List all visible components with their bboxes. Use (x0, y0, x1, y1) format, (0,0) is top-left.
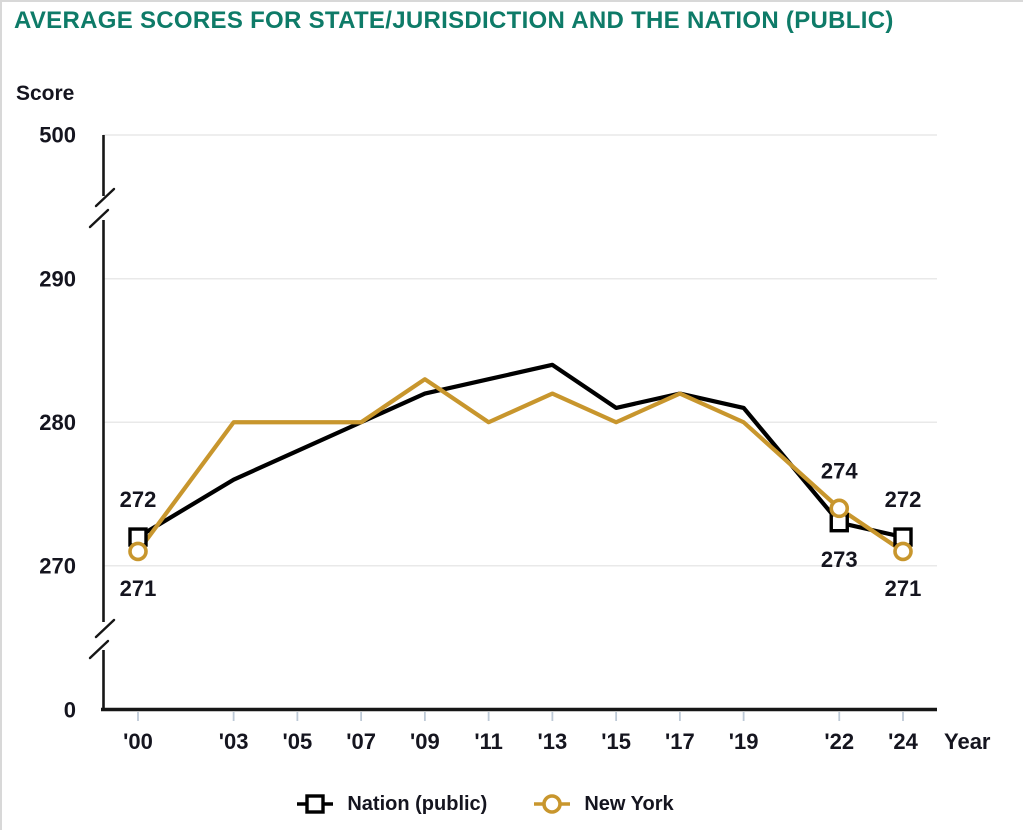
point-label-nation-public-2000: 272 (120, 487, 157, 512)
point-label-nation-public-2024: 272 (885, 487, 922, 512)
x-tick-label: '00 (123, 729, 153, 754)
legend-label-new-york: New York (584, 792, 674, 815)
x-tick-label: '24 (888, 729, 918, 754)
x-tick-label: '11 (474, 729, 503, 754)
x-axis-title: Year (944, 729, 991, 754)
window-border-top (0, 0, 1023, 2)
x-tick-label: '07 (346, 729, 376, 754)
y-tick-label: 0 (64, 698, 76, 723)
window-border-left (0, 0, 2, 830)
point-label-new-york-2024: 271 (885, 576, 922, 601)
data-point-new-york-2000[interactable] (128, 541, 148, 562)
legend: Nation (public) New York (0, 792, 970, 816)
legend-item-new-york[interactable]: New York (533, 792, 674, 816)
series-line-nation-public (136, 362, 904, 540)
data-point-new-york-2022[interactable] (829, 498, 850, 519)
y-axis-title: Score (16, 82, 75, 105)
x-tick-label: '22 (824, 729, 854, 754)
chart-title: AVERAGE SCORES FOR STATE/JURISDICTION AN… (14, 7, 894, 34)
legend-label-nation: Nation (public) (347, 792, 488, 815)
axis-break-icon (88, 639, 110, 660)
axis-break-icon (94, 187, 116, 208)
x-tick-label: '15 (601, 729, 631, 754)
axis-break-icon (94, 618, 116, 639)
x-tick-label: '19 (729, 729, 759, 754)
y-tick-label: 280 (39, 410, 76, 435)
point-label-new-york-2022: 274 (821, 458, 858, 483)
point-label-new-york-2000: 271 (120, 576, 157, 601)
new-york-circle-marker-icon (534, 794, 571, 814)
axis-break-icon (88, 208, 110, 229)
series-line-new-york (136, 377, 905, 554)
x-tick-label: '09 (410, 729, 440, 754)
data-point-new-york-2024[interactable] (893, 541, 913, 562)
y-tick-label: 270 (39, 553, 76, 578)
y-tick-label: 290 (39, 266, 76, 291)
point-label-nation-public-2022: 273 (821, 547, 858, 572)
x-tick-label: '17 (665, 729, 695, 754)
x-tick-label: '13 (538, 729, 568, 754)
x-tick-label: '05 (283, 729, 313, 754)
nation-square-marker-icon (297, 794, 334, 814)
x-tick-label: '03 (219, 729, 249, 754)
y-tick-label: 500 (39, 123, 76, 148)
legend-item-nation-public[interactable]: Nation (public) (296, 792, 487, 816)
